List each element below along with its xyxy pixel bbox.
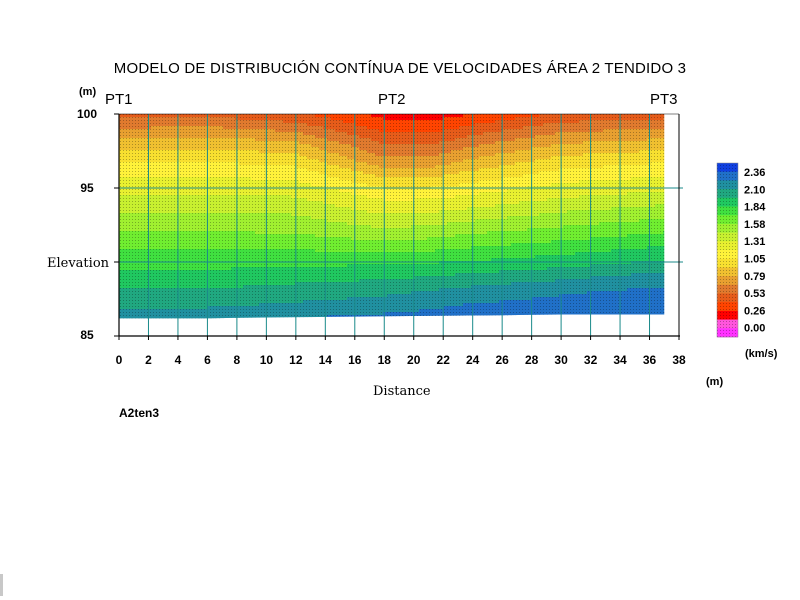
x-axis-label: Distance (373, 384, 431, 399)
x-unit-label: (m) (706, 376, 724, 388)
scroll-edge-marker (0, 574, 3, 596)
y-tick-label-85: 85 (80, 328, 94, 342)
y-tick-label-95: 95 (80, 181, 94, 195)
y-unit-label: (m) (79, 86, 97, 98)
chart-title: MODELO DE DISTRIBUCIÓN CONTÍNUA DE VELOC… (113, 60, 687, 77)
y-tick-label-100: 100 (76, 107, 98, 121)
station-label-pt1: PT1 (105, 91, 133, 108)
station-label-pt3: PT3 (650, 91, 678, 108)
velocity-unit-label: (km/s) (745, 348, 778, 360)
chart-subtitle: A2ten3 (119, 406, 160, 420)
station-label-pt2: PT2 (378, 91, 406, 108)
y-axis-label: Elevation (47, 256, 110, 271)
